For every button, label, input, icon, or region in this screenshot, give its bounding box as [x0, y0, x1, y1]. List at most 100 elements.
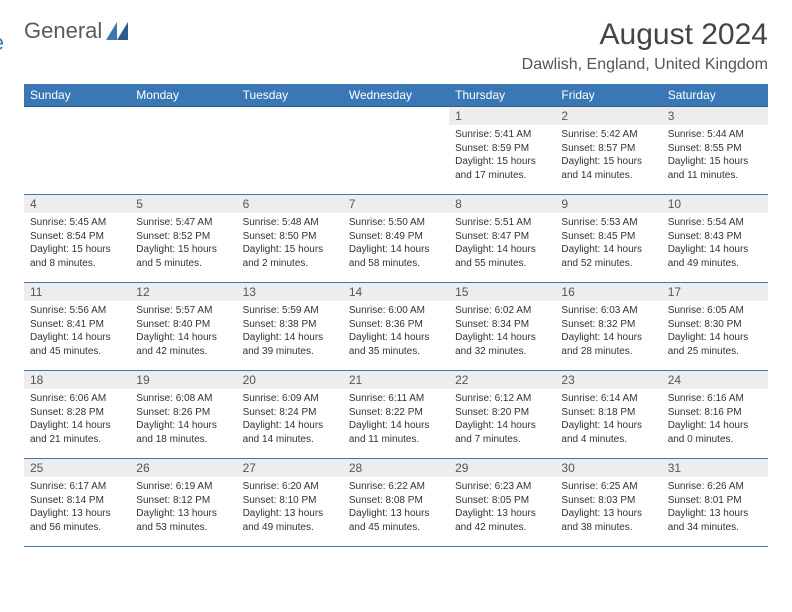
day-info: Sunrise: 6:05 AMSunset: 8:30 PMDaylight:… [662, 301, 768, 362]
daylight-line-1: Daylight: 14 hours [668, 243, 762, 257]
sunrise-line: Sunrise: 5:47 AM [136, 216, 230, 230]
day-number: 21 [343, 371, 449, 389]
daylight-line-2: and 45 minutes. [30, 345, 124, 359]
day-info: Sunrise: 6:03 AMSunset: 8:32 PMDaylight:… [555, 301, 661, 362]
daylight-line-1: Daylight: 14 hours [30, 419, 124, 433]
calendar-cell: 5Sunrise: 5:47 AMSunset: 8:52 PMDaylight… [130, 195, 236, 283]
sunset-line: Sunset: 8:45 PM [561, 230, 655, 244]
day-number: 31 [662, 459, 768, 477]
day-number: 18 [24, 371, 130, 389]
sunset-line: Sunset: 8:20 PM [455, 406, 549, 420]
day-info: Sunrise: 5:48 AMSunset: 8:50 PMDaylight:… [237, 213, 343, 274]
day-number: 7 [343, 195, 449, 213]
calendar-cell: 11Sunrise: 5:56 AMSunset: 8:41 PMDayligh… [24, 283, 130, 371]
daylight-line-2: and 49 minutes. [243, 521, 337, 535]
sunrise-line: Sunrise: 5:44 AM [668, 128, 762, 142]
day-header: Thursday [449, 84, 555, 107]
day-number: 5 [130, 195, 236, 213]
sunrise-line: Sunrise: 5:45 AM [30, 216, 124, 230]
calendar-cell: 28Sunrise: 6:22 AMSunset: 8:08 PMDayligh… [343, 459, 449, 547]
sunrise-line: Sunrise: 5:53 AM [561, 216, 655, 230]
daylight-line-2: and 39 minutes. [243, 345, 337, 359]
day-number: 4 [24, 195, 130, 213]
day-info: Sunrise: 6:08 AMSunset: 8:26 PMDaylight:… [130, 389, 236, 450]
daylight-line-1: Daylight: 13 hours [30, 507, 124, 521]
day-number: 3 [662, 107, 768, 125]
calendar-cell: 7Sunrise: 5:50 AMSunset: 8:49 PMDaylight… [343, 195, 449, 283]
calendar-row: 11Sunrise: 5:56 AMSunset: 8:41 PMDayligh… [24, 283, 768, 371]
calendar-cell: 12Sunrise: 5:57 AMSunset: 8:40 PMDayligh… [130, 283, 236, 371]
day-number: 15 [449, 283, 555, 301]
day-info: Sunrise: 5:42 AMSunset: 8:57 PMDaylight:… [555, 125, 661, 186]
day-info: Sunrise: 6:25 AMSunset: 8:03 PMDaylight:… [555, 477, 661, 538]
daylight-line-1: Daylight: 14 hours [561, 331, 655, 345]
daylight-line-1: Daylight: 14 hours [136, 331, 230, 345]
day-info: Sunrise: 6:20 AMSunset: 8:10 PMDaylight:… [237, 477, 343, 538]
day-number: 24 [662, 371, 768, 389]
day-info: Sunrise: 5:56 AMSunset: 8:41 PMDaylight:… [24, 301, 130, 362]
day-info: Sunrise: 6:16 AMSunset: 8:16 PMDaylight:… [662, 389, 768, 450]
sunrise-line: Sunrise: 5:50 AM [349, 216, 443, 230]
daylight-line-1: Daylight: 14 hours [455, 419, 549, 433]
sunset-line: Sunset: 8:10 PM [243, 494, 337, 508]
daylight-line-2: and 7 minutes. [455, 433, 549, 447]
sunset-line: Sunset: 8:24 PM [243, 406, 337, 420]
daylight-line-2: and 11 minutes. [668, 169, 762, 183]
day-info: Sunrise: 5:44 AMSunset: 8:55 PMDaylight:… [662, 125, 768, 186]
daylight-line-1: Daylight: 15 hours [668, 155, 762, 169]
daylight-line-1: Daylight: 13 hours [243, 507, 337, 521]
day-number: 14 [343, 283, 449, 301]
sunset-line: Sunset: 8:16 PM [668, 406, 762, 420]
day-info: Sunrise: 5:45 AMSunset: 8:54 PMDaylight:… [24, 213, 130, 274]
sunrise-line: Sunrise: 6:00 AM [349, 304, 443, 318]
daylight-line-2: and 52 minutes. [561, 257, 655, 271]
calendar-cell: 19Sunrise: 6:08 AMSunset: 8:26 PMDayligh… [130, 371, 236, 459]
day-number: 29 [449, 459, 555, 477]
sunrise-line: Sunrise: 6:09 AM [243, 392, 337, 406]
daylight-line-2: and 21 minutes. [30, 433, 124, 447]
day-number: 28 [343, 459, 449, 477]
sunrise-line: Sunrise: 5:51 AM [455, 216, 549, 230]
daylight-line-2: and 28 minutes. [561, 345, 655, 359]
calendar-cell: 4Sunrise: 5:45 AMSunset: 8:54 PMDaylight… [24, 195, 130, 283]
calendar-cell: 17Sunrise: 6:05 AMSunset: 8:30 PMDayligh… [662, 283, 768, 371]
calendar-cell: 22Sunrise: 6:12 AMSunset: 8:20 PMDayligh… [449, 371, 555, 459]
daylight-line-2: and 8 minutes. [30, 257, 124, 271]
calendar-row: 1Sunrise: 5:41 AMSunset: 8:59 PMDaylight… [24, 107, 768, 195]
sunrise-line: Sunrise: 6:11 AM [349, 392, 443, 406]
calendar-cell: 3Sunrise: 5:44 AMSunset: 8:55 PMDaylight… [662, 107, 768, 195]
calendar-cell: 26Sunrise: 6:19 AMSunset: 8:12 PMDayligh… [130, 459, 236, 547]
day-header: Sunday [24, 84, 130, 107]
day-header: Wednesday [343, 84, 449, 107]
sunrise-line: Sunrise: 6:08 AM [136, 392, 230, 406]
day-number: 2 [555, 107, 661, 125]
day-info: Sunrise: 5:54 AMSunset: 8:43 PMDaylight:… [662, 213, 768, 274]
day-number: 11 [24, 283, 130, 301]
calendar-cell: 27Sunrise: 6:20 AMSunset: 8:10 PMDayligh… [237, 459, 343, 547]
day-header: Friday [555, 84, 661, 107]
daylight-line-1: Daylight: 14 hours [455, 331, 549, 345]
daylight-line-1: Daylight: 14 hours [30, 331, 124, 345]
sunset-line: Sunset: 8:41 PM [30, 318, 124, 332]
sunrise-line: Sunrise: 6:23 AM [455, 480, 549, 494]
daylight-line-2: and 58 minutes. [349, 257, 443, 271]
brand-part2: Blue [0, 30, 4, 55]
sunrise-line: Sunrise: 5:59 AM [243, 304, 337, 318]
day-info: Sunrise: 6:09 AMSunset: 8:24 PMDaylight:… [237, 389, 343, 450]
daylight-line-2: and 45 minutes. [349, 521, 443, 535]
title-block: August 2024 Dawlish, England, United Kin… [522, 18, 768, 74]
sunrise-line: Sunrise: 5:48 AM [243, 216, 337, 230]
sunrise-line: Sunrise: 6:26 AM [668, 480, 762, 494]
day-info: Sunrise: 5:50 AMSunset: 8:49 PMDaylight:… [343, 213, 449, 274]
calendar-cell: 18Sunrise: 6:06 AMSunset: 8:28 PMDayligh… [24, 371, 130, 459]
calendar-cell: 14Sunrise: 6:00 AMSunset: 8:36 PMDayligh… [343, 283, 449, 371]
day-info: Sunrise: 6:11 AMSunset: 8:22 PMDaylight:… [343, 389, 449, 450]
brand-triangle-icon [106, 22, 128, 40]
daylight-line-2: and 49 minutes. [668, 257, 762, 271]
daylight-line-2: and 34 minutes. [668, 521, 762, 535]
day-number: 10 [662, 195, 768, 213]
day-info: Sunrise: 5:47 AMSunset: 8:52 PMDaylight:… [130, 213, 236, 274]
day-number: 26 [130, 459, 236, 477]
daylight-line-1: Daylight: 13 hours [561, 507, 655, 521]
sunrise-line: Sunrise: 6:19 AM [136, 480, 230, 494]
